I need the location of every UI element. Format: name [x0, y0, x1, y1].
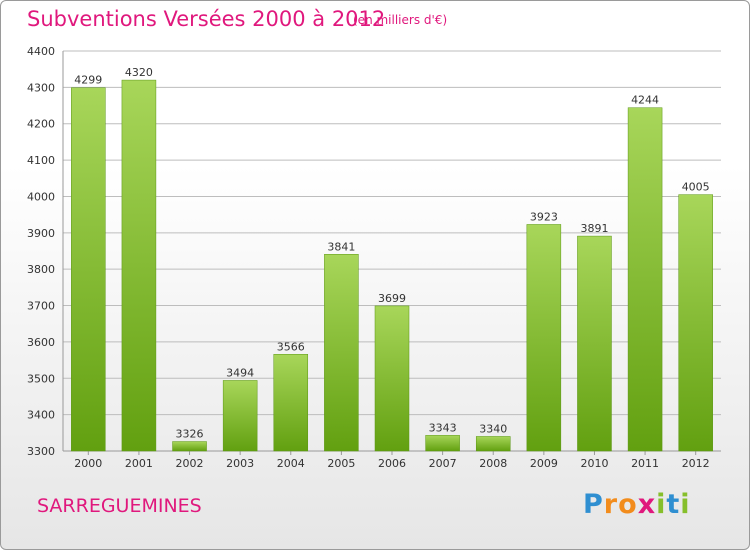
y-tick-label: 4100 [27, 154, 55, 167]
x-tick-label: 2007 [429, 457, 457, 470]
y-tick-label: 3300 [27, 445, 55, 458]
y-tick-label: 3500 [27, 372, 55, 385]
town-name: SARREGUEMINES [37, 495, 202, 517]
value-label: 4320 [125, 66, 153, 79]
logo-letter: r [603, 489, 619, 520]
x-tick-label: 2006 [378, 457, 406, 470]
value-label: 3566 [277, 340, 305, 353]
bar-2008 [475, 436, 511, 452]
value-label: 3841 [327, 240, 355, 253]
value-label: 3923 [530, 210, 558, 223]
bars [71, 79, 713, 452]
x-tick-label: 2004 [277, 457, 305, 470]
x-tick-label: 2011 [631, 457, 659, 470]
x-tick-label: 2003 [226, 457, 254, 470]
y-tick-label: 3800 [27, 263, 55, 276]
bar-2007 [425, 435, 460, 452]
y-tick-label: 3600 [27, 336, 55, 349]
x-tick-label: 2005 [327, 457, 355, 470]
logo-letter: x [637, 489, 657, 520]
y-tick-label: 3700 [27, 300, 55, 313]
x-tick-label: 2002 [176, 457, 204, 470]
y-tick-label: 3900 [27, 227, 55, 240]
bar-2005 [324, 254, 359, 452]
bar-2001 [121, 79, 157, 452]
y-tick-label: 3400 [27, 409, 55, 422]
value-label: 4244 [631, 94, 659, 107]
value-label: 3494 [226, 366, 254, 379]
value-label: 3891 [580, 222, 608, 235]
labels: 4299 4320 3326 3494 3566 3841 3699 3343 3340 3923… [74, 66, 709, 440]
bar-2002 [172, 441, 207, 452]
bar-2000 [71, 87, 106, 452]
value-label: 4299 [74, 74, 102, 87]
bar-2003 [222, 380, 258, 452]
value-label: 3326 [176, 428, 204, 441]
x-tick-label: 2008 [479, 457, 507, 470]
y-tick-label: 4000 [27, 190, 55, 203]
logo-letter: i [680, 489, 691, 520]
chart-subtitle: (en milliers d'€) [353, 13, 448, 27]
logo-letter: P [583, 489, 604, 520]
value-label: 3343 [429, 421, 457, 434]
value-label: 4005 [682, 181, 710, 194]
logo-letter: t [666, 489, 681, 520]
x-tick-label: 2012 [682, 457, 710, 470]
logo-letter: i [656, 489, 667, 520]
x-tick-label: 2000 [74, 457, 102, 470]
bar-2006 [374, 305, 410, 452]
proxiti-logo[interactable]: Proxiti [583, 489, 691, 520]
chart-title: Subventions Versées 2000 à 2012 [27, 7, 386, 31]
y-tick-label: 4400 [27, 45, 55, 58]
bar-2011 [627, 107, 663, 452]
value-label: 3340 [479, 422, 507, 435]
x-tick-label: 2010 [580, 457, 608, 470]
value-label: 3699 [378, 292, 406, 305]
y-tick-label: 4200 [27, 118, 55, 131]
logo-letter: o [618, 489, 638, 520]
bar-2004 [273, 354, 309, 452]
x-tick-label: 2001 [125, 457, 153, 470]
x-tick-label: 2009 [530, 457, 558, 470]
bar-2012 [678, 194, 713, 452]
bar-2009 [526, 224, 562, 452]
bar-2010 [577, 235, 612, 452]
y-tick-label: 4300 [27, 81, 55, 94]
